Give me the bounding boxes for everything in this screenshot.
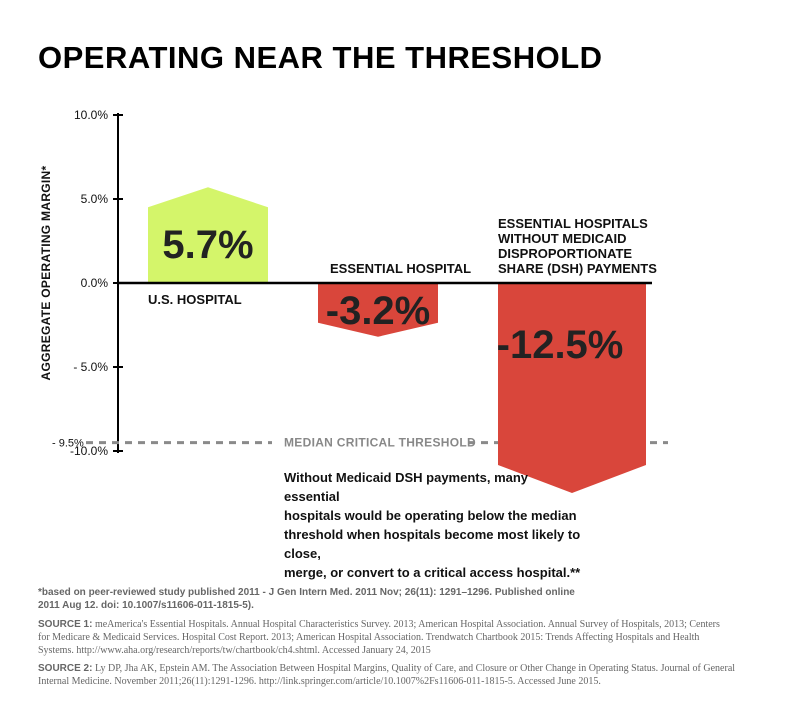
- category-label: WITHOUT MEDICAID: [498, 231, 627, 246]
- source-2-label: SOURCE 2:: [38, 663, 93, 674]
- bar: [498, 283, 646, 493]
- source-1-label: SOURCE 1:: [38, 619, 93, 630]
- data-label: -12.5%: [497, 323, 624, 367]
- threshold-tick-label: - 9.5%: [52, 438, 84, 450]
- annotation-text: Without Medicaid DSH payments, many esse…: [284, 470, 581, 580]
- category-label: SHARE (DSH) PAYMENTS: [498, 261, 657, 276]
- category-label: DISPROPORTIONATE: [498, 246, 632, 261]
- bar: [318, 283, 438, 337]
- chart-title: OPERATING NEAR THE THRESHOLD: [38, 40, 603, 75]
- data-label: 5.7%: [162, 223, 253, 267]
- footnote: *based on peer-reviewed study published …: [38, 587, 575, 611]
- y-tick-label: 5.0%: [81, 192, 109, 206]
- y-axis-label: AGGREGATE OPERATING MARGIN*: [39, 165, 53, 380]
- category-label: U.S. HOSPITAL: [148, 292, 242, 307]
- y-tick-label: -10.0%: [70, 444, 108, 458]
- y-tick-label: - 5.0%: [73, 360, 108, 374]
- threshold-label: MEDIAN CRITICAL THRESHOLD: [284, 436, 476, 450]
- data-label: -3.2%: [326, 289, 431, 333]
- source-2: SOURCE 2: Ly DP, Jha AK, Epstein AM. The…: [38, 662, 738, 688]
- source-1-text: meAmerica's Essential Hospitals. Annual …: [38, 619, 720, 656]
- y-tick-label: 0.0%: [81, 276, 109, 290]
- category-label: ESSENTIAL HOSPITAL: [330, 261, 471, 276]
- source-1: SOURCE 1: meAmerica's Essential Hospital…: [38, 618, 728, 657]
- category-label: ESSENTIAL HOSPITALS: [498, 216, 648, 231]
- bar: [148, 187, 268, 283]
- source-2-text: Ly DP, Jha AK, Epstein AM. The Associati…: [38, 663, 736, 687]
- y-tick-label: 10.0%: [74, 108, 108, 122]
